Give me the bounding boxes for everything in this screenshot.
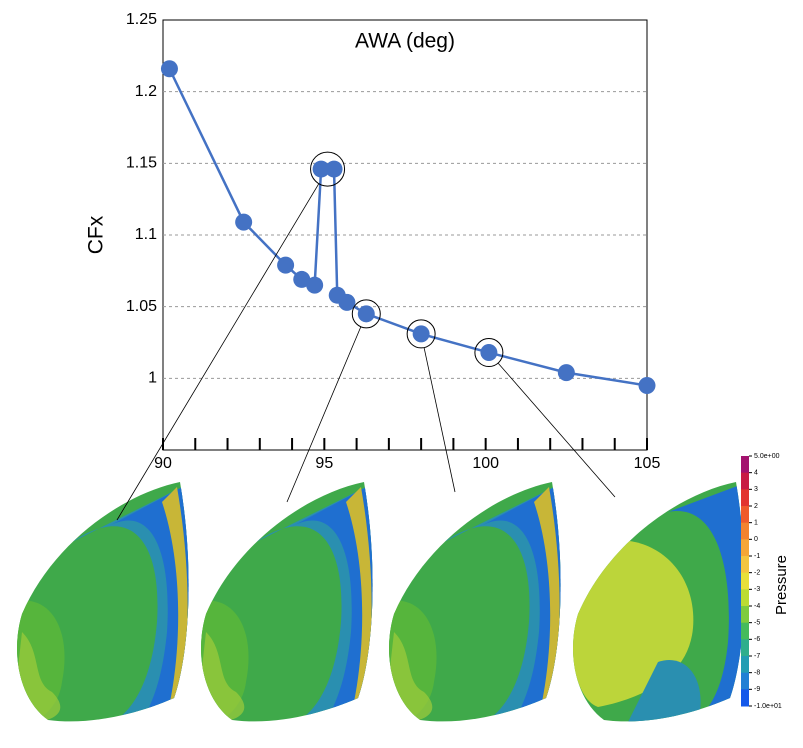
colorbar-tick-label: 1 (754, 520, 758, 527)
x-tick-label: 90 (154, 455, 172, 472)
colorbar-tick-label: -5 (754, 620, 760, 627)
highlight-ring (474, 338, 504, 368)
colorbar-tick-label: -1 (754, 553, 760, 560)
colorbar-title: Pressure (773, 555, 790, 615)
highlight-ring (406, 319, 436, 349)
sail-image (12, 482, 202, 732)
colorbar-band (741, 589, 749, 607)
x-tick-label: 100 (472, 455, 499, 472)
colorbar-band (741, 489, 749, 507)
colorbar-band (741, 672, 749, 690)
colorbar-tick-label: -6 (754, 636, 760, 643)
data-point (277, 256, 295, 274)
colorbar-tick-label: 4 (754, 470, 758, 477)
connector (497, 362, 616, 498)
colorbar-tick-label: -1.0e+01 (754, 703, 782, 710)
data-point (312, 160, 330, 178)
colorbar-tick-label: 5.0e+00 (754, 453, 780, 460)
y-tick-label: 1.2 (135, 83, 157, 100)
y-axis-label: CFx (85, 215, 108, 254)
data-point (325, 160, 343, 178)
colorbar-tick-label: -9 (754, 686, 760, 693)
colorbar-tick-label: 0 (754, 536, 758, 543)
y-tick-label: 1.05 (126, 298, 157, 315)
colorbar-band (741, 689, 749, 707)
colorbar-band (741, 539, 749, 557)
chart-title: AWA (deg) (355, 30, 455, 53)
highlight-ring (310, 151, 346, 187)
colorbar-tick-label: -4 (754, 603, 760, 610)
data-point (557, 364, 575, 382)
colorbar-tick-label: 2 (754, 503, 758, 510)
sail-image (196, 482, 386, 732)
data-point (306, 276, 324, 294)
colorbar-tick-label: -7 (754, 653, 760, 660)
data-point (160, 60, 178, 78)
y-tick-label: 1 (148, 370, 157, 387)
colorbar-band (741, 522, 749, 540)
data-point (357, 305, 375, 323)
colorbar-tick-label: -8 (754, 670, 760, 677)
colorbar-tick-label: -3 (754, 586, 760, 593)
connector (286, 326, 362, 503)
data-point (480, 344, 498, 362)
data-point (412, 325, 430, 343)
y-tick-label: 1.1 (135, 226, 157, 243)
colorbar-band (741, 639, 749, 657)
colorbar-band (741, 456, 749, 474)
y-tick-label: 1.25 (126, 11, 157, 28)
data-point (293, 270, 311, 288)
colorbar-band (741, 622, 749, 640)
connector (423, 347, 456, 493)
colorbar-band (741, 556, 749, 574)
sail-image (384, 482, 574, 732)
colorbar-band (741, 472, 749, 490)
colorbar-band (741, 656, 749, 674)
data-point (235, 213, 253, 231)
x-tick-label: 105 (634, 455, 661, 472)
colorbar-band (741, 606, 749, 624)
x-tick-label: 95 (315, 455, 333, 472)
connector (116, 183, 320, 521)
colorbar-band (741, 572, 749, 590)
highlight-ring (351, 299, 381, 329)
colorbar-tick-label: 3 (754, 486, 758, 493)
data-point (338, 293, 356, 311)
y-tick-label: 1.15 (126, 155, 157, 172)
colorbar-tick-label: -2 (754, 570, 760, 577)
sail-image (568, 482, 758, 732)
data-point (638, 377, 656, 394)
colorbar-band (741, 506, 749, 524)
